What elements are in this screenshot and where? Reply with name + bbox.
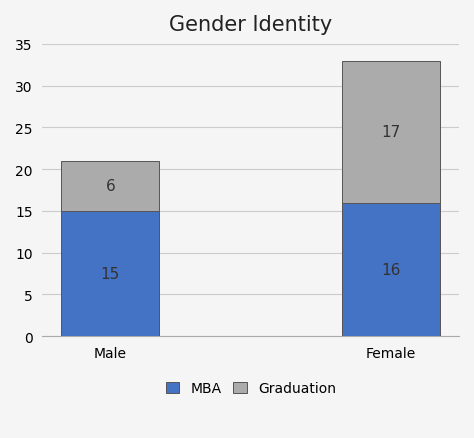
Text: 17: 17 [382,125,401,140]
Bar [342,203,440,336]
Bar [342,61,440,203]
Text: 15: 15 [101,266,120,281]
Legend: MBA, Graduation: MBA, Graduation [165,381,336,395]
Text: 6: 6 [106,179,115,194]
Text: 16: 16 [381,262,401,277]
Bar [61,212,159,336]
Title: Gender Identity: Gender Identity [169,15,332,35]
Bar [61,162,159,212]
